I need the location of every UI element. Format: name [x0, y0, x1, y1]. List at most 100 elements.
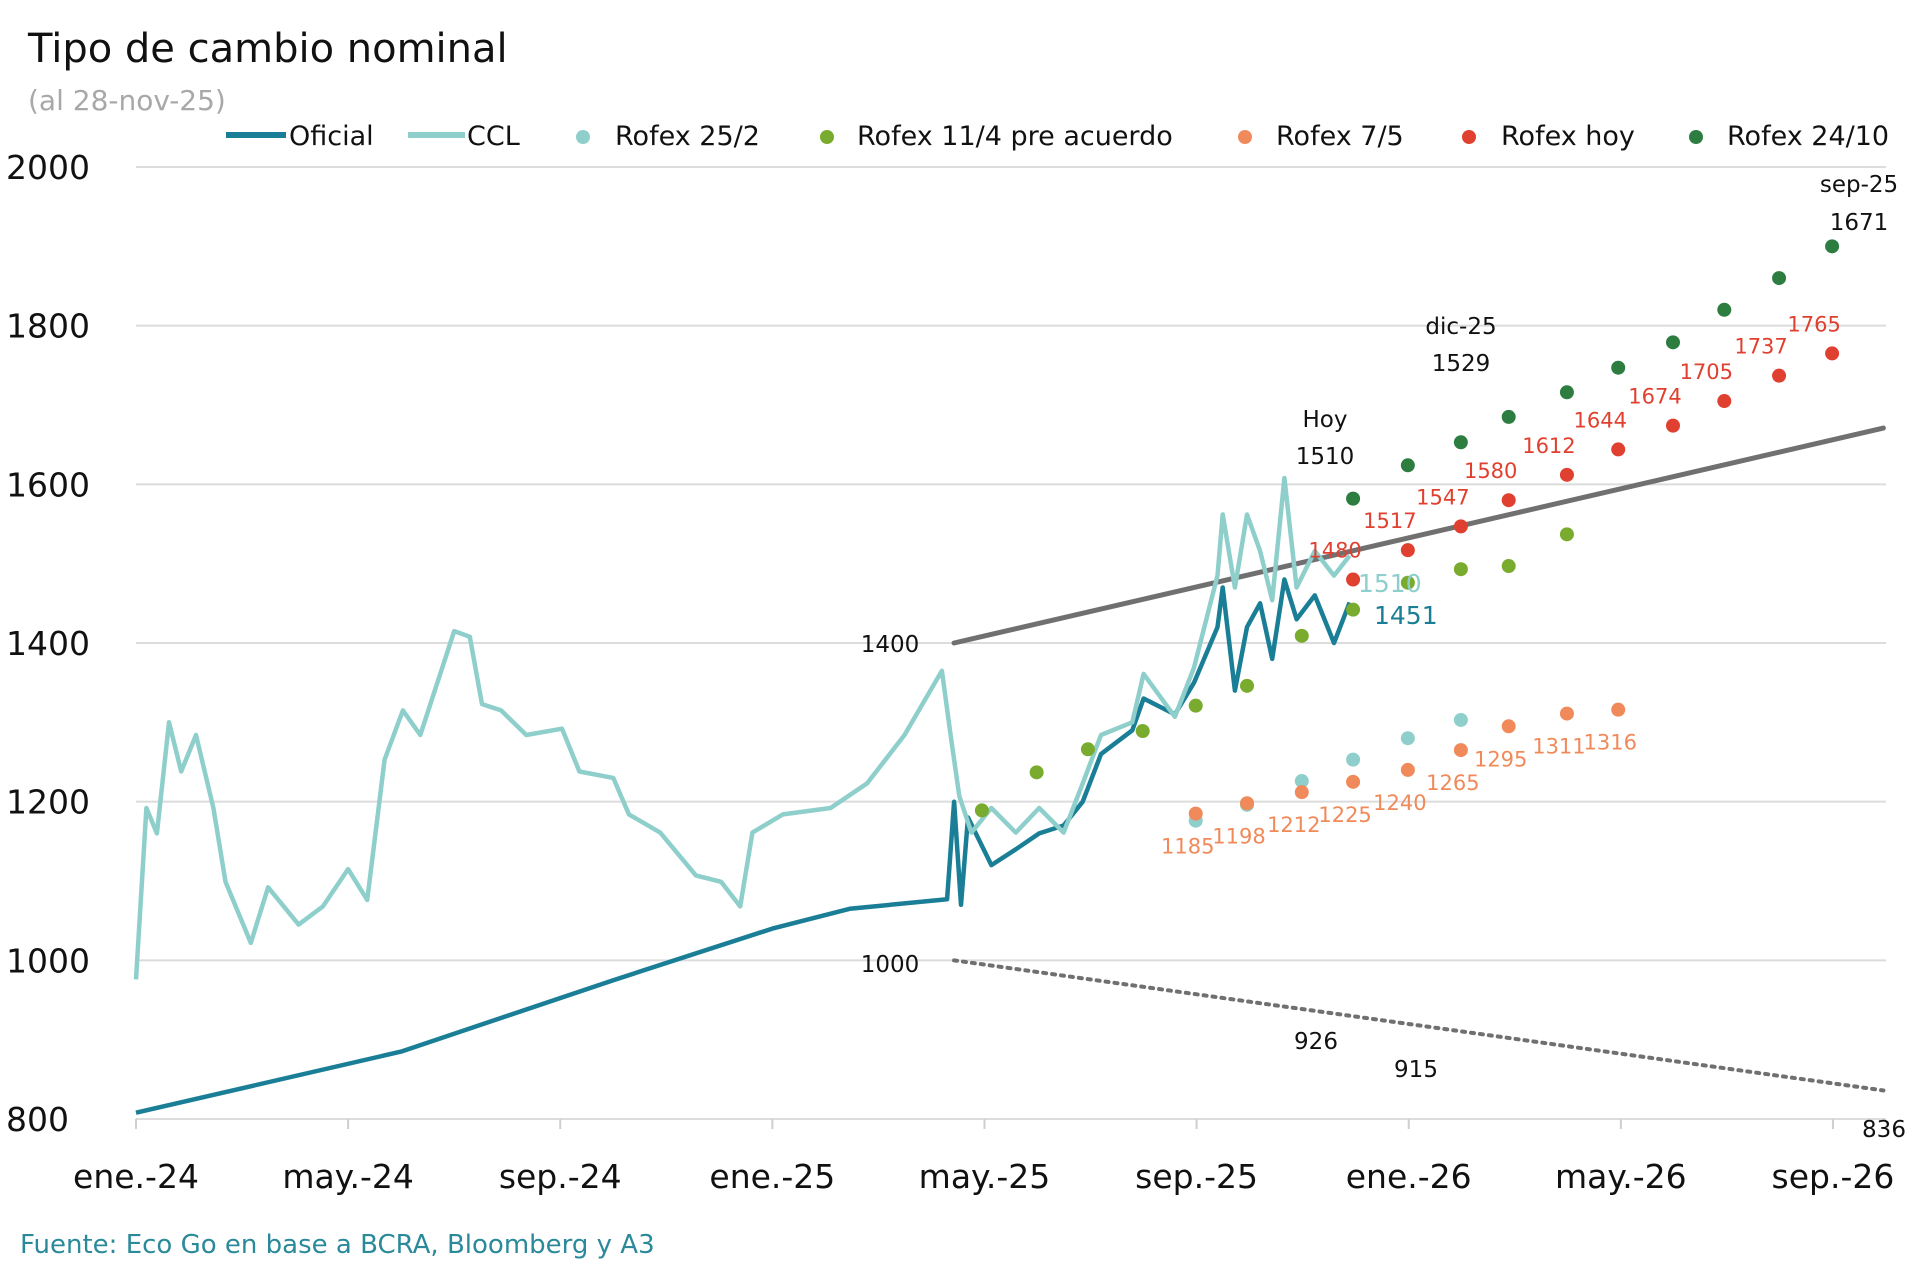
point-rofex-25-2 — [1453, 712, 1468, 727]
hoy-value: 1510 — [1296, 444, 1355, 470]
point-rofex-11-4-pre-acuerdo — [1294, 628, 1309, 643]
point-label-rofex-hoy: 1644 — [1574, 408, 1627, 432]
y-tick-label: 2000 — [6, 148, 90, 187]
point-label-rofex-hoy: 1737 — [1734, 335, 1787, 359]
hoy-label: Hoy — [1303, 407, 1348, 433]
annotations: 1400 1000 926 915 836 Hoy 1510 dic-25 15… — [861, 172, 1906, 1143]
point-rofex-hoy — [1400, 543, 1415, 558]
point-rofex-7-5 — [1346, 774, 1361, 789]
legend-label-rofex-24-10: Rofex 24/10 — [1727, 121, 1889, 152]
point-rofex-24-10 — [1666, 335, 1681, 350]
point-rofex-hoy — [1825, 346, 1840, 361]
legend-swatch-rofex-11-4 — [820, 130, 834, 144]
point-rofex-11-4-pre-acuerdo — [1080, 742, 1095, 757]
legend-label-oficial: Oficial — [289, 121, 374, 152]
point-rofex-24-10 — [1559, 385, 1574, 400]
point-rofex-7-5 — [1240, 796, 1255, 811]
point-rofex-hoy — [1611, 442, 1626, 457]
x-tick-label: ene.-25 — [709, 1157, 835, 1196]
y-tick-label: 800 — [6, 1100, 69, 1139]
y-tick-label: 1000 — [6, 941, 90, 980]
x-tick-label: ene.-24 — [73, 1157, 199, 1196]
ccl-last-label: 1510 — [1358, 569, 1422, 598]
point-rofex-11-4-pre-acuerdo — [1559, 527, 1574, 542]
point-label-rofex-hoy: 1765 — [1787, 312, 1840, 336]
legend-label-ccl: CCL — [467, 121, 520, 152]
point-rofex-11-4-pre-acuerdo — [1135, 724, 1150, 739]
point-rofex-24-10 — [1501, 409, 1516, 424]
band-lower-label-2: 915 — [1394, 1057, 1438, 1083]
point-rofex-11-4-pre-acuerdo — [1188, 698, 1203, 713]
point-rofex-24-10 — [1400, 458, 1415, 473]
point-rofex-hoy — [1559, 467, 1574, 482]
point-label-rofex-hoy: 1705 — [1680, 360, 1733, 384]
series-lines — [133, 475, 1352, 1115]
series-line-oficial — [135, 577, 1352, 1115]
x-tick-label: may.-25 — [919, 1157, 1051, 1196]
point-label-rofex-7-5: 1295 — [1474, 747, 1527, 771]
series-line-ccl — [133, 475, 1352, 980]
point-rofex-hoy — [1772, 368, 1787, 383]
sep-label: sep-25 — [1820, 172, 1898, 198]
legend-label-rofex-hoy: Rofex hoy — [1501, 121, 1635, 152]
x-tick-label: may.-26 — [1555, 1157, 1687, 1196]
x-tick-label: sep.-26 — [1772, 1157, 1895, 1196]
y-tick-label: 1200 — [6, 783, 90, 822]
point-rofex-24-10 — [1825, 239, 1840, 254]
point-rofex-11-4-pre-acuerdo — [1029, 765, 1044, 780]
band-upper-line — [951, 425, 1886, 646]
point-label-rofex-hoy: 1480 — [1308, 539, 1361, 563]
series-points — [974, 239, 1840, 828]
dic-label: dic-25 — [1425, 314, 1496, 340]
chart-title: Tipo de cambio nominal — [27, 26, 508, 72]
legend: Oficial CCL Rofex 25/2 Rofex 11/4 pre ac… — [226, 121, 1889, 152]
x-tick-label: sep.-25 — [1135, 1157, 1258, 1196]
legend-label-rofex-11-4: Rofex 11/4 pre acuerdo — [857, 121, 1173, 152]
band-lines — [951, 425, 1886, 1093]
point-label-rofex-7-5: 1198 — [1212, 824, 1265, 848]
point-rofex-7-5 — [1501, 719, 1516, 734]
point-rofex-11-4-pre-acuerdo — [1501, 559, 1516, 574]
point-label-rofex-7-5: 1225 — [1318, 803, 1371, 827]
point-rofex-7-5 — [1294, 785, 1309, 800]
point-label-rofex-hoy: 1674 — [1628, 385, 1681, 409]
sep-value: 1671 — [1830, 210, 1889, 236]
band-upper-start-label: 1400 — [861, 632, 920, 658]
band-lower-end-label: 836 — [1862, 1117, 1906, 1143]
x-tick-label: sep.-24 — [499, 1157, 622, 1196]
point-rofex-7-5 — [1559, 706, 1574, 721]
point-rofex-24-10 — [1717, 302, 1732, 317]
legend-label-rofex-25-2: Rofex 25/2 — [615, 121, 760, 152]
point-rofex-24-10 — [1611, 360, 1626, 375]
legend-label-rofex-7-5: Rofex 7/5 — [1276, 121, 1404, 152]
point-label-rofex-hoy: 1580 — [1464, 459, 1517, 483]
gridlines — [136, 166, 1886, 1120]
point-rofex-25-2 — [1400, 731, 1415, 746]
point-rofex-11-4-pre-acuerdo — [974, 803, 989, 818]
x-tick-label: ene.-26 — [1346, 1157, 1472, 1196]
y-axis: 800 1000 1200 1400 1600 1800 2000 — [6, 148, 90, 1139]
y-tick-label: 1600 — [6, 465, 90, 504]
point-label-rofex-7-5: 1265 — [1426, 771, 1479, 795]
point-rofex-24-10 — [1772, 271, 1787, 286]
point-label-rofex-7-5: 1311 — [1532, 735, 1585, 759]
y-tick-label: 1800 — [6, 307, 90, 346]
point-rofex-11-4-pre-acuerdo — [1453, 562, 1468, 577]
point-label-rofex-7-5: 1240 — [1373, 791, 1426, 815]
legend-swatch-rofex-25-2 — [576, 130, 590, 144]
point-rofex-hoy — [1346, 572, 1361, 587]
band-lower-start-label: 1000 — [861, 952, 920, 978]
x-axis: ene.-24 may.-24 sep.-24 ene.-25 may.-25 sep.-… — [73, 1119, 1894, 1196]
point-label-rofex-7-5: 1185 — [1161, 835, 1214, 859]
oficial-last-label: 1451 — [1374, 601, 1438, 630]
point-rofex-25-2 — [1346, 752, 1361, 767]
band-lower-line — [952, 958, 1886, 1093]
point-rofex-hoy — [1717, 394, 1732, 409]
point-rofex-11-4-pre-acuerdo — [1346, 602, 1361, 617]
point-label-rofex-hoy: 1547 — [1416, 485, 1469, 509]
point-rofex-7-5 — [1188, 806, 1203, 821]
band-lower-label-1: 926 — [1294, 1029, 1338, 1055]
point-rofex-7-5 — [1611, 702, 1626, 717]
point-rofex-11-4-pre-acuerdo — [1240, 678, 1255, 693]
